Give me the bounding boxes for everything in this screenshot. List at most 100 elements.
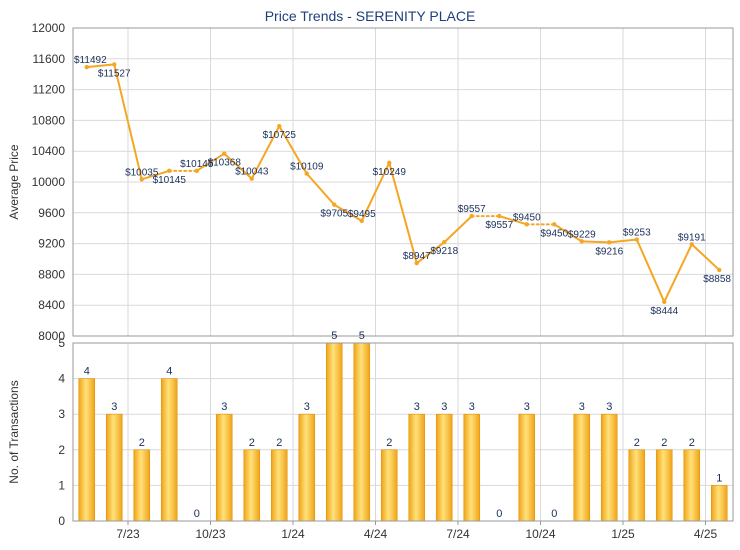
- transaction-bar: [380, 449, 398, 522]
- price-point: [139, 177, 144, 182]
- price-y-ticks: 8000 8400 8800 9200 9600 10000 10400 10800 11200…: [32, 21, 66, 343]
- price-y-tick-label: 8800: [38, 267, 65, 281]
- transactions-plot-frame: [72, 342, 734, 522]
- price-data-label: $10249: [373, 167, 407, 178]
- price-y-tick-label: 11600: [33, 52, 66, 66]
- price-point: [497, 213, 502, 219]
- transaction-bar: [655, 449, 673, 522]
- transaction-count-label: 2: [634, 437, 640, 449]
- price-line-segment: [663, 243, 693, 303]
- price-line-segment: [580, 240, 611, 244]
- price-y-axis-label: Average Price: [7, 144, 21, 219]
- price-data-label: $11492: [74, 55, 107, 66]
- price-point: [414, 260, 419, 266]
- transaction-bar: [243, 449, 261, 522]
- transaction-bar: [600, 413, 618, 522]
- transaction-count-label: 2: [249, 437, 255, 449]
- price-line-segment: [415, 241, 446, 265]
- price-data-label: $10109: [290, 162, 324, 173]
- price-line-segment: [305, 172, 336, 206]
- transaction-count-label: 5: [359, 330, 365, 342]
- price-line-layer: [85, 63, 721, 303]
- price-point: [194, 168, 199, 174]
- transaction-bar: [573, 413, 591, 522]
- transaction-count-label: 5: [331, 330, 337, 342]
- transaction-bar: [408, 413, 426, 522]
- price-point: [332, 202, 337, 207]
- transaction-count-label: 4: [166, 366, 172, 378]
- price-point: [717, 267, 722, 273]
- chart-title: Price Trends - SERENITY PLACE: [265, 8, 476, 24]
- transaction-count-label: 2: [139, 437, 145, 449]
- transaction-count-label: 4: [84, 366, 90, 378]
- price-point: [524, 222, 529, 227]
- price-point: [84, 64, 89, 70]
- price-line-segment: [195, 152, 226, 172]
- price-data-label: $9253: [623, 228, 651, 239]
- x-tick-label: 10/23: [195, 527, 225, 541]
- x-tick-label: 4/25: [694, 527, 718, 541]
- price-line-segment: [388, 161, 418, 265]
- price-y-tick-label: 8000: [38, 329, 65, 343]
- price-line-segment: [360, 161, 391, 222]
- transaction-count-label: 3: [524, 401, 530, 413]
- price-data-label: $9450: [513, 212, 541, 223]
- transactions-y-tick-label: 2: [58, 443, 65, 457]
- price-data-label: $10035: [125, 167, 159, 178]
- price-point: [689, 242, 694, 247]
- price-panel: 8000 8400 8800 9200 9600 10000 10400 10800 11200…: [7, 21, 734, 343]
- price-y-tick-label: 10400: [32, 144, 66, 158]
- price-data-label: $10145: [180, 159, 214, 170]
- transaction-bar: [160, 378, 178, 522]
- price-line-segment: [250, 125, 281, 180]
- transactions-y-ticks: 0 1 2 3 4 5: [58, 336, 65, 528]
- price-data-label: $9216: [595, 246, 623, 257]
- price-line-segment: [690, 243, 721, 271]
- price-line-segment: [553, 223, 583, 243]
- x-tick-label: 7/24: [446, 527, 470, 541]
- transaction-bar: [628, 449, 646, 522]
- transactions-y-tick-label: 5: [58, 336, 65, 350]
- price-line-segment: [443, 215, 473, 244]
- transaction-count-label: 2: [386, 437, 392, 449]
- transactions-bars-layer: [78, 342, 728, 522]
- price-y-tick-label: 10800: [32, 113, 66, 127]
- price-line-segment: [608, 238, 638, 244]
- transaction-count-label: 2: [689, 437, 695, 449]
- transaction-count-label: 3: [414, 401, 420, 413]
- price-data-label: $11527: [98, 68, 131, 79]
- transaction-bar: [270, 449, 288, 522]
- price-point: [552, 222, 557, 227]
- price-point: [277, 123, 282, 129]
- transaction-bar: [325, 342, 343, 522]
- price-data-label: $8947: [403, 251, 431, 262]
- x-tick-label: 10/24: [525, 527, 555, 541]
- price-line-segment: [140, 169, 171, 181]
- price-data-label: $9557: [458, 204, 486, 215]
- price-line-segment: [223, 152, 253, 180]
- x-tick-label: 1/25: [611, 527, 635, 541]
- price-plot-frame: [72, 27, 734, 337]
- price-labels-layer: $11492$11527$10035$10145$10145$10368$100…: [74, 55, 731, 317]
- transactions-panel: 0 1 2 3 4 5 7/23 10/23 1/24 4/24 7/24 10/24 1/25 4/2…: [7, 330, 734, 541]
- transaction-count-label: 3: [111, 401, 117, 413]
- price-y-tick-label: 12000: [32, 21, 66, 35]
- transaction-count-label: 3: [221, 401, 227, 413]
- price-y-tick-label: 9200: [38, 237, 65, 251]
- price-point: [387, 160, 392, 166]
- price-line-segment: [278, 125, 308, 175]
- transaction-bar: [518, 413, 536, 522]
- price-data-label: $9191: [678, 232, 706, 243]
- price-data-label: $10725: [263, 130, 297, 141]
- price-data-label: $8444: [650, 306, 678, 317]
- price-line-segment: [333, 203, 363, 222]
- price-point: [442, 240, 447, 245]
- transaction-bar: [463, 413, 481, 522]
- transaction-count-label: 3: [304, 401, 310, 413]
- price-point: [469, 213, 474, 219]
- price-points-layer: [84, 62, 722, 305]
- x-tick-label: 4/24: [364, 527, 388, 541]
- transactions-y-tick-label: 1: [58, 478, 65, 492]
- transaction-count-label: 0: [551, 508, 557, 520]
